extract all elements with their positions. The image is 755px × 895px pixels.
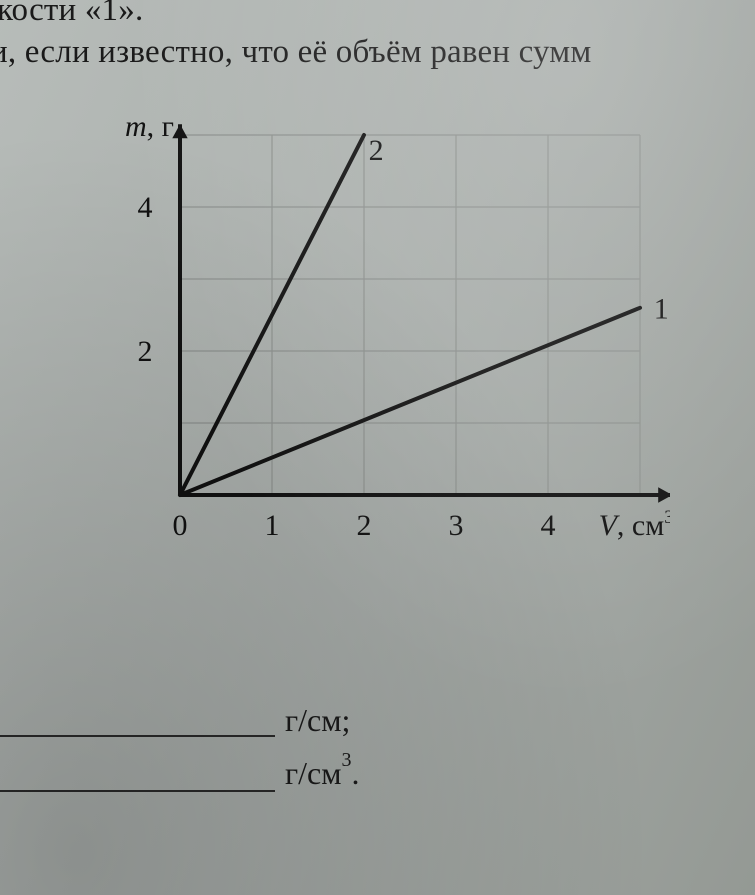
x-tick-1: 1 [265,509,280,542]
unit-label-2: г/см3. [285,755,359,792]
unit-label-1: г/см; [285,702,350,739]
grid [180,135,640,495]
line-1-label: 1 [654,292,669,325]
line-1 [180,308,640,495]
y-tick-2: 2 [138,335,153,368]
x-tick-2: 2 [357,509,372,542]
x-tick-0: 0 [173,509,188,542]
line-2-label: 2 [369,134,384,167]
x-tick-3: 3 [449,509,464,542]
page: дкости «1». и, если известно, что её объ… [0,0,755,895]
x-tick-4: 4 [541,509,556,542]
mv-chart: 1 2 0 1 2 3 4 2 4 m, г V, см3 [80,95,670,575]
problem-text-line-2: и, если известно, что её объём равен сум… [0,32,591,73]
answer-blank-1 [0,735,275,737]
answer-blank-2 [0,790,275,792]
y-axis-title: m, г [125,110,174,143]
x-axis-title: V, см3 [599,507,670,542]
mv-chart-svg: 1 2 0 1 2 3 4 2 4 m, г V, см3 [80,95,670,575]
x-axis-arrow [658,487,670,502]
problem-text-line-1: дкости «1». [0,0,143,31]
y-tick-4: 4 [138,191,153,224]
y-axis-arrow [172,124,187,138]
